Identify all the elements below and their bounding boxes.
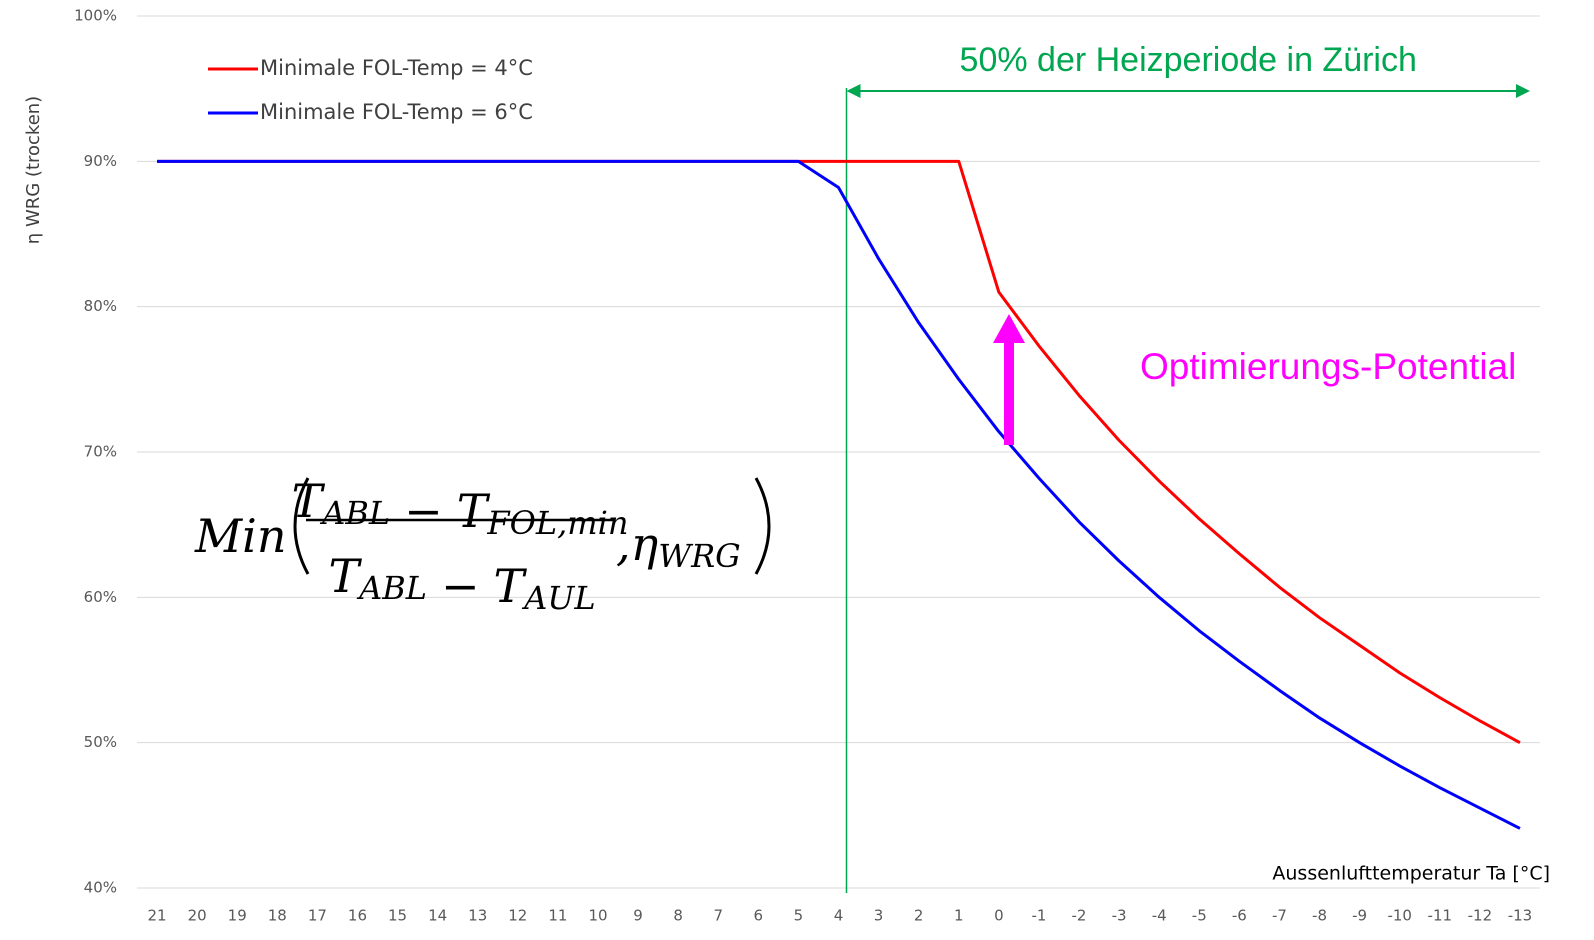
x-tick-label: 6 bbox=[754, 907, 764, 925]
x-tick-label: -9 bbox=[1352, 907, 1367, 925]
formula: Min bbox=[194, 509, 286, 563]
formula-part: − bbox=[404, 484, 443, 538]
arrow-head bbox=[993, 314, 1025, 343]
paren bbox=[293, 477, 310, 575]
x-tick-label: 4 bbox=[834, 907, 844, 925]
annotation: 50% der Heizperiode in Zürich bbox=[960, 41, 1417, 79]
x-tick-label: 8 bbox=[673, 907, 683, 925]
y-tick-label: 40% bbox=[84, 879, 117, 897]
x-tick-label: -13 bbox=[1508, 907, 1533, 925]
x-tick-label: 0 bbox=[994, 907, 1004, 925]
formula-subscript: WRG bbox=[658, 537, 741, 575]
x-tick-label: -4 bbox=[1152, 907, 1167, 925]
x-tick-label: -5 bbox=[1192, 907, 1207, 925]
x-tick-label: -3 bbox=[1112, 907, 1127, 925]
series-line bbox=[157, 159, 1521, 830]
formula: ,ηWRG bbox=[616, 517, 741, 575]
x-tick-label: 9 bbox=[633, 907, 643, 925]
formula: TABL − TFOL,min bbox=[292, 474, 629, 542]
x-tick-label: 3 bbox=[874, 907, 884, 925]
y-tick-label: 90% bbox=[84, 152, 117, 170]
x-tick-label: -6 bbox=[1232, 907, 1247, 925]
x-tick-label: 10 bbox=[588, 907, 607, 925]
formula-subscript: AUL bbox=[521, 579, 595, 617]
x-tick-label: 14 bbox=[428, 907, 447, 925]
legend-label: Minimale FOL-Temp = 6°C bbox=[260, 100, 533, 124]
y-tick-label: 100% bbox=[74, 7, 117, 25]
x-tick-label: -2 bbox=[1072, 907, 1087, 925]
x-tick-label: 1 bbox=[954, 907, 964, 925]
y-axis-label: η WRG (trocken) bbox=[23, 96, 44, 244]
paren bbox=[754, 477, 771, 575]
formula-part: T bbox=[457, 484, 491, 538]
y-tick-label: 80% bbox=[84, 297, 117, 315]
y-tick-label: 60% bbox=[84, 588, 117, 606]
y-tick-label: 70% bbox=[84, 443, 117, 461]
x-tick-label: -7 bbox=[1272, 907, 1287, 925]
arrow-head bbox=[846, 84, 861, 98]
x-tick-label: 17 bbox=[308, 907, 327, 925]
formula-part: , bbox=[616, 517, 631, 571]
x-axis-label: Aussenlufttemperatur Ta [°C] bbox=[1272, 863, 1550, 885]
x-tick-label: 16 bbox=[348, 907, 367, 925]
x-tick-label: 7 bbox=[713, 907, 723, 925]
formula-part: η bbox=[631, 517, 659, 571]
annotation: Optimierungs-Potential bbox=[1140, 346, 1516, 387]
potential-arrow bbox=[1004, 340, 1014, 445]
x-tick-label: -1 bbox=[1031, 907, 1046, 925]
x-tick-label: 5 bbox=[794, 907, 804, 925]
y-tick-label: 50% bbox=[84, 733, 117, 751]
x-tick-label: -12 bbox=[1468, 907, 1493, 925]
formula: TABL − TAUL bbox=[328, 549, 595, 617]
formula-part: Min bbox=[194, 509, 286, 563]
x-tick-label: -11 bbox=[1428, 907, 1453, 925]
x-tick-label: 18 bbox=[268, 907, 287, 925]
x-tick-label: 11 bbox=[548, 907, 567, 925]
formula-part: T bbox=[328, 549, 362, 603]
x-tick-label: 2 bbox=[914, 907, 924, 925]
formula-part: − bbox=[441, 559, 480, 613]
formula-subscript: ABL bbox=[356, 569, 427, 607]
x-tick-label: 15 bbox=[388, 907, 407, 925]
legend-label: Minimale FOL-Temp = 4°C bbox=[260, 56, 533, 80]
x-tick-label: -8 bbox=[1312, 907, 1327, 925]
x-tick-label: -10 bbox=[1387, 907, 1412, 925]
x-tick-label: 21 bbox=[147, 907, 166, 925]
formula-subscript: FOL,min bbox=[486, 504, 628, 542]
x-tick-label: 19 bbox=[228, 907, 247, 925]
formula-subscript: ABL bbox=[319, 494, 390, 532]
formula-part: T bbox=[494, 559, 528, 613]
x-tick-label: 20 bbox=[188, 907, 207, 925]
x-tick-label: 12 bbox=[508, 907, 527, 925]
x-tick-label: 13 bbox=[468, 907, 487, 925]
arrow-head bbox=[1515, 84, 1530, 98]
